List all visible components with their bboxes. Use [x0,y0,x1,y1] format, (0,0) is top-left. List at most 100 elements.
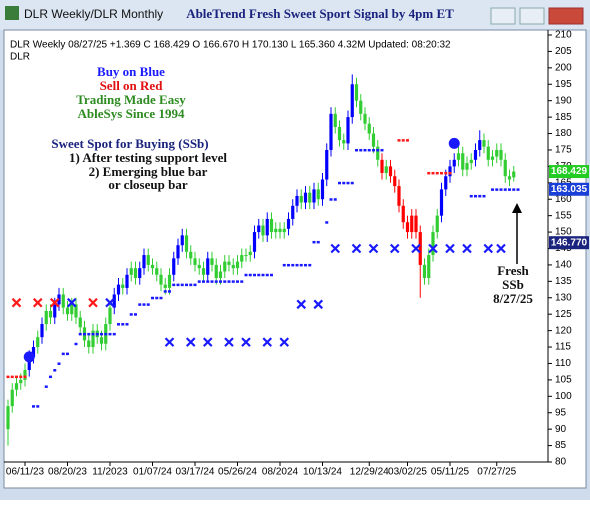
x-marker [296,299,307,310]
candle-body [422,264,427,279]
chart-title: AbleTrend Fresh Sweet Sport Signal by 4p… [186,6,454,21]
candle-body [465,163,469,170]
stop-dot [350,181,354,185]
candle-body [265,218,269,236]
stop-dot [372,148,375,152]
x-marker [483,243,494,254]
stop-dot [112,332,116,336]
candle-body [10,389,14,407]
maximize-button[interactable] [519,7,545,25]
candle-body [206,258,210,275]
x-marker [330,243,341,254]
y-tick-label: 175 [555,145,572,156]
candle-body [380,159,384,173]
y-tick-label: 85 [555,440,567,451]
stop-dot [299,263,303,267]
stop-dot [214,280,218,283]
close-button[interactable] [548,7,584,25]
annotation: Buy on Blue [97,64,165,79]
y-tick-label: 100 [555,391,572,402]
candle-body [405,222,410,233]
candle-body [61,294,65,308]
x-marker [368,243,379,254]
candle-body [303,192,308,203]
candle-body [142,255,146,269]
x-marker [105,297,115,308]
y-tick-label: 150 [555,227,572,238]
candle-body [325,149,329,180]
annotation: Sell on Red [100,78,164,93]
x-marker [164,337,175,347]
stop-dot [19,375,23,379]
x-tick-label: 07/27/25 [477,467,516,478]
stop-dot [312,240,316,244]
candle-body [333,113,337,127]
annotation: or closeup bar [108,177,187,192]
y-tick-label: 125 [555,309,572,320]
candle-body [342,140,346,144]
stop-dot [304,263,307,267]
stop-dot [308,263,312,267]
stop-dot [223,280,227,283]
x-tick-label: 12/29/24 [350,467,389,478]
stop-dot [257,273,261,277]
x-marker [224,337,234,347]
stop-dot [491,188,494,191]
candle-body [448,166,452,177]
x-marker [313,299,324,310]
candle-body [44,310,48,325]
symbol: DLR [10,52,30,63]
stop-dot [206,280,210,283]
stop-dot [219,280,222,283]
x-marker [11,297,22,308]
candle-body [184,235,189,252]
candle-body [19,379,23,384]
stop-dot [440,171,443,175]
y-tick-label: 80 [555,457,567,468]
candle-body [473,149,478,160]
x-tick-label: 10/13/24 [303,467,342,478]
stop-dot [163,290,167,293]
stop-dot [210,280,214,283]
stop-dot [244,273,248,277]
candle-body [27,356,31,371]
candle-body [393,176,397,187]
stop-dot [117,323,120,326]
y-tick-label: 90 [555,424,567,435]
candle-body [512,171,516,178]
x-marker [428,243,438,254]
candle-body [99,337,104,344]
candle-body [371,133,376,147]
stop-dot [261,273,265,277]
candle-body [36,337,40,348]
x-marker [351,243,362,254]
stop-dot [121,323,125,326]
minimize-button[interactable] [490,7,516,25]
stop-dot [355,148,358,152]
y-tick-label: 185 [555,112,572,123]
y-tick-label: 205 [555,46,572,57]
stop-dot [91,332,95,336]
stop-dot [338,181,341,185]
price-label-box [549,182,589,196]
stop-dot [512,188,516,191]
candle-body [286,218,291,229]
stop-dot [125,323,129,326]
stop-dot [83,332,86,336]
stop-dot [397,139,401,142]
x-marker [411,243,421,254]
candle-body [418,232,422,265]
candle-body [469,159,473,164]
stop-dot [333,198,337,201]
candle-body [444,176,448,190]
stop-dot [236,280,239,283]
candle-body [282,228,286,233]
stop-dot [253,273,256,277]
candle-body [74,304,78,318]
candle-body [155,268,159,275]
candle-body [274,228,278,233]
candle-body [87,340,91,348]
arrow-head [512,203,522,213]
stop-dot [376,148,380,152]
x-tick-label: 08/2024 [262,467,299,478]
